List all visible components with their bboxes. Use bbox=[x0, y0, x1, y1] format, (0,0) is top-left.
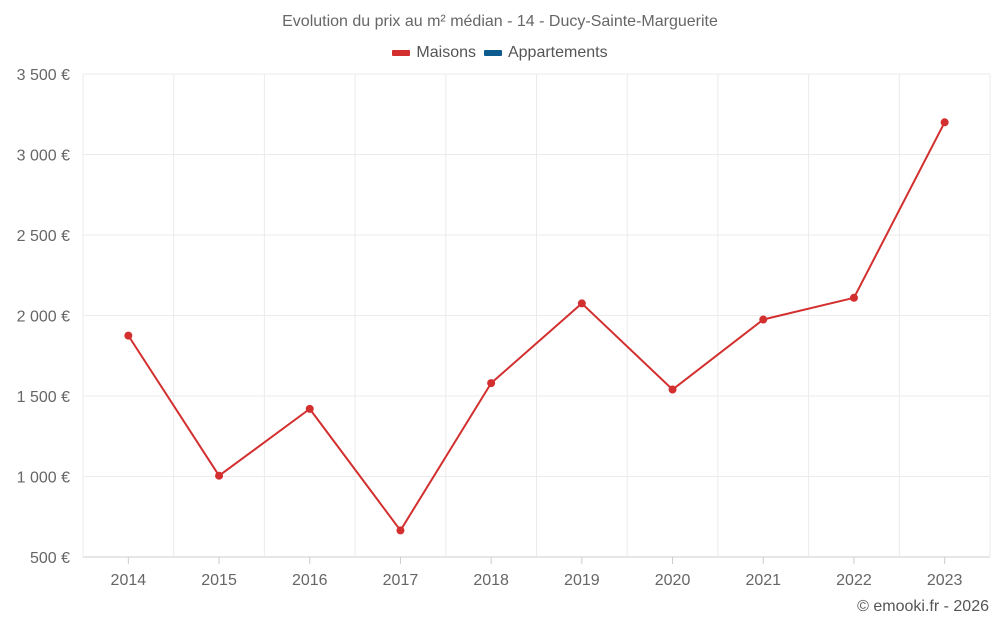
y-tick-label: 2 500 € bbox=[17, 228, 70, 245]
x-tick-label: 2020 bbox=[655, 572, 691, 589]
x-tick-label: 2018 bbox=[473, 572, 509, 589]
data-point[interactable] bbox=[215, 471, 224, 480]
series-line-maisons[interactable] bbox=[127, 121, 946, 532]
data-point[interactable] bbox=[668, 385, 677, 394]
x-tick-label: 2021 bbox=[745, 572, 781, 589]
x-tick-label: 2022 bbox=[836, 572, 872, 589]
data-point[interactable] bbox=[305, 404, 314, 413]
chart-title: Evolution du prix au m² médian - 14 - Du… bbox=[282, 13, 718, 30]
credit-text: © emooki.fr - 2026 bbox=[857, 598, 989, 615]
grid bbox=[82, 73, 991, 558]
data-point[interactable] bbox=[940, 118, 949, 127]
data-point[interactable] bbox=[759, 315, 768, 324]
data-point[interactable] bbox=[577, 299, 586, 308]
data-point[interactable] bbox=[849, 293, 858, 302]
y-axis: 500 € 1 000 € 1 500 € 2 000 € 2 500 € 3 000 €… bbox=[17, 67, 70, 567]
x-axis: 2014 2015 2016 2017 2018 2019 2020 2021 2022 2023 bbox=[111, 557, 963, 589]
x-tick-label: 2019 bbox=[564, 572, 600, 589]
y-tick-label: 3 000 € bbox=[17, 148, 70, 165]
legend-item-maisons[interactable]: Maisons bbox=[392, 44, 476, 62]
legend-item-appartements[interactable]: Appartements bbox=[483, 44, 608, 62]
y-tick-label: 500 € bbox=[30, 550, 70, 567]
y-tick-label: 1 500 € bbox=[17, 389, 70, 406]
y-tick-label: 1 000 € bbox=[17, 470, 70, 487]
series-layer bbox=[124, 118, 949, 535]
data-point[interactable] bbox=[124, 331, 133, 340]
y-tick-label: 2 000 € bbox=[17, 309, 70, 326]
legend: Maisons Appartements bbox=[0, 44, 1000, 62]
x-tick-label: 2023 bbox=[927, 572, 963, 589]
legend-swatch-appartements bbox=[483, 50, 502, 56]
data-point[interactable] bbox=[396, 526, 405, 535]
legend-swatch-maisons bbox=[392, 50, 411, 56]
x-tick-label: 2015 bbox=[201, 572, 237, 589]
data-point[interactable] bbox=[487, 379, 496, 388]
x-tick-label: 2017 bbox=[383, 572, 419, 589]
legend-label-maisons: Maisons bbox=[416, 44, 476, 61]
legend-label-appartements: Appartements bbox=[507, 44, 608, 61]
x-tick-label: 2014 bbox=[111, 572, 147, 589]
y-tick-label: 3 500 € bbox=[17, 67, 70, 84]
x-tick-label: 2016 bbox=[292, 572, 328, 589]
